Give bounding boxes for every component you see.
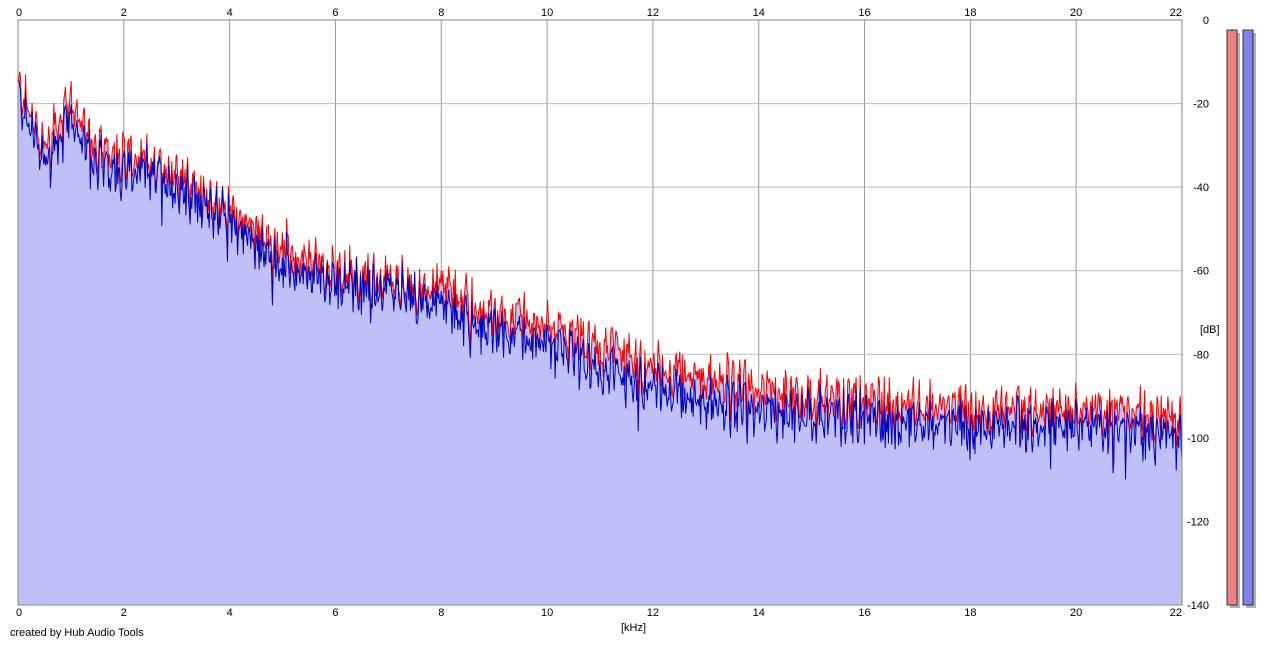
x-tick-label-top: 12 [647,7,659,19]
x-tick-label-top: 18 [964,7,976,19]
x-ticks-top: 0 2 4 6 8 10 12 14 16 18 20 22 [16,7,1182,19]
spectrum-fill [18,71,1182,606]
x-tick-label-top: 22 [1170,7,1182,19]
y-axis-label: [dB] [1200,324,1220,336]
y-tick-label: -80 [1193,349,1209,361]
y-tick-label: -100 [1187,433,1209,445]
x-tick-label-bottom: 0 [16,607,22,619]
x-ticks-bottom: 0 2 4 6 8 10 12 14 16 18 20 22 [16,607,1182,619]
x-tick-label-bottom: 22 [1170,607,1182,619]
x-tick-label-top: 8 [438,7,444,19]
y-tick-label: -60 [1193,266,1209,278]
level-meters [1226,29,1256,608]
x-tick-label-top: 16 [858,7,870,19]
x-tick-label-top: 20 [1070,7,1082,19]
x-tick-label-bottom: 8 [438,607,444,619]
x-tick-label-bottom: 14 [753,607,765,619]
x-tick-label-bottom: 16 [858,607,870,619]
y-ticks: 0 -20 -40 -60 -80 -100 -120 -140 [1187,15,1209,612]
x-tick-label-bottom: 12 [647,607,659,619]
series-line-red [17,71,1183,466]
y-tick-label: 0 [1203,15,1209,27]
x-tick-label-top: 6 [332,7,338,19]
level-meter-bar [1226,29,1238,606]
x-tick-label-bottom: 18 [964,607,976,619]
x-tick-label-top: 4 [227,7,233,19]
y-tick-label: -140 [1187,600,1209,612]
y-tick-label: -40 [1193,182,1209,194]
x-tick-label-bottom: 2 [121,607,127,619]
series-line-blue [17,79,1183,480]
x-tick-label-bottom: 10 [541,607,553,619]
plot-border [17,19,1183,606]
x-axis-label: [kHz] [621,622,646,634]
y-tick-label: -120 [1187,516,1209,528]
x-tick-label-top: 0 [16,7,22,19]
x-tick-label-top: 14 [753,7,765,19]
x-tick-label-bottom: 6 [332,607,338,619]
credit-text: created by Hub Audio Tools [10,627,144,639]
x-tick-label-bottom: 4 [227,607,233,619]
level-meter-bar [1242,29,1254,606]
y-tick-label: -20 [1193,99,1209,111]
x-tick-label-top: 10 [541,7,553,19]
x-tick-label-top: 2 [121,7,127,19]
x-tick-label-bottom: 20 [1070,607,1082,619]
